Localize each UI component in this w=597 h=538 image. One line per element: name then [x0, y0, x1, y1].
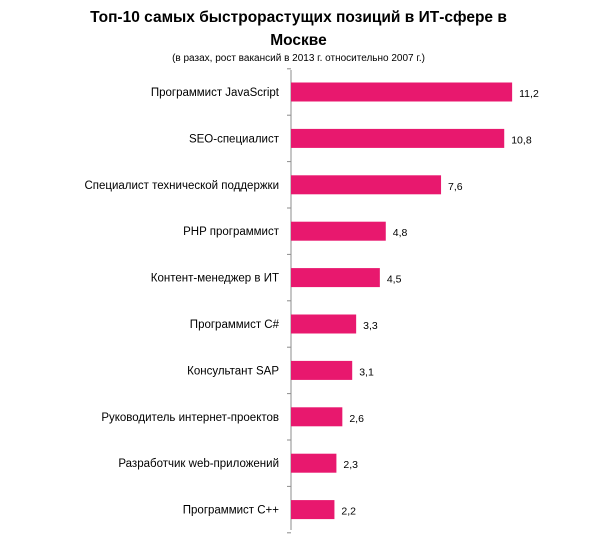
category-label: Программист JavaScript — [151, 87, 280, 99]
category-label: Разработчик web-приложений — [118, 458, 279, 470]
category-label: Консультант SAP — [187, 365, 279, 377]
bar — [291, 221, 386, 241]
category-label: Специалист технической поддержки — [84, 180, 279, 192]
category-label: Программист C++ — [183, 505, 280, 517]
bar — [291, 82, 513, 102]
category-label: SEO-специалист — [189, 133, 280, 145]
data-label: 4,8 — [393, 227, 408, 239]
chart-title-line-1: Топ-10 самых быстрорастущих позиций в ИТ… — [90, 9, 507, 26]
data-label: 10,8 — [511, 134, 532, 146]
data-label: 2,6 — [349, 413, 364, 425]
bar — [291, 360, 353, 380]
category-label: Контент-менеджер в ИТ — [151, 273, 279, 285]
chart-subtitle: (в разах, рост вакансий в 2013 г. относи… — [172, 53, 425, 64]
bar — [291, 268, 380, 288]
bar — [291, 175, 442, 195]
bar — [291, 314, 357, 334]
category-label: PHP программист — [183, 226, 280, 238]
data-label: 4,5 — [387, 274, 402, 286]
data-label: 2,3 — [343, 459, 358, 471]
data-label: 2,2 — [341, 506, 356, 518]
bar — [291, 453, 337, 473]
data-label: 3,1 — [359, 366, 374, 378]
bar — [291, 500, 335, 520]
chart-title: Топ-10 самых быстрорастущих позиций в ИТ… — [0, 6, 597, 52]
category-label: Программист C# — [190, 319, 280, 331]
bar — [291, 407, 343, 427]
category-label: Руководитель интернет-проектов — [101, 412, 279, 424]
data-label: 11,2 — [519, 88, 539, 100]
data-label: 3,3 — [363, 320, 378, 332]
data-label: 7,6 — [448, 181, 463, 193]
chart-title-line-2: Москве — [270, 32, 327, 49]
bar — [291, 128, 505, 148]
